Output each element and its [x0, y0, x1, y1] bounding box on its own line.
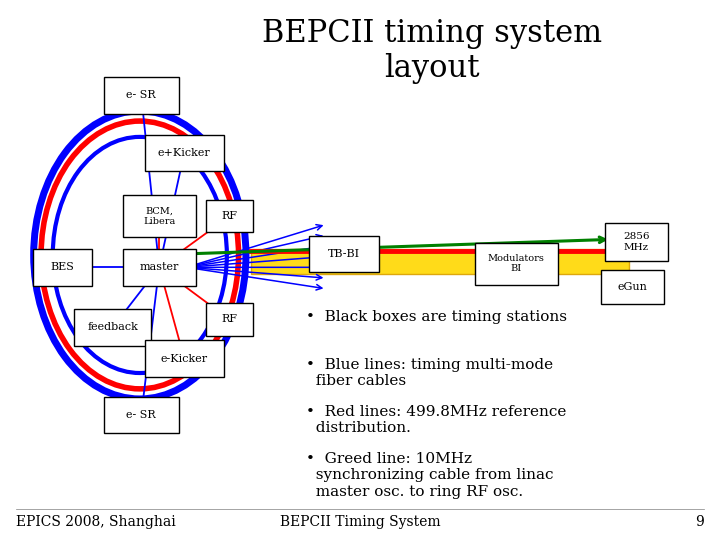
Text: eGun: eGun — [618, 282, 647, 292]
Text: BES: BES — [50, 262, 74, 272]
Text: •  Red lines: 499.8MHz reference
  distribution.: • Red lines: 499.8MHz reference distribu… — [306, 405, 567, 435]
Text: TB-BI: TB-BI — [328, 249, 360, 259]
FancyBboxPatch shape — [309, 235, 379, 272]
Text: BEPCII Timing System: BEPCII Timing System — [279, 515, 441, 529]
Text: EPICS 2008, Shanghai: EPICS 2008, Shanghai — [16, 515, 176, 529]
FancyBboxPatch shape — [475, 242, 557, 285]
Text: BEPCII timing system
layout: BEPCII timing system layout — [261, 17, 602, 84]
Text: e-Kicker: e-Kicker — [161, 354, 208, 363]
Text: •  Blue lines: timing multi-mode
  fiber cables: • Blue lines: timing multi-mode fiber ca… — [306, 357, 554, 388]
Text: RF: RF — [222, 211, 238, 221]
Text: 2856
MHz: 2856 MHz — [623, 232, 649, 252]
Text: e- SR: e- SR — [127, 90, 156, 100]
Text: Modulators
BI: Modulators BI — [488, 254, 545, 273]
Text: master: master — [140, 262, 179, 272]
FancyBboxPatch shape — [145, 134, 224, 171]
FancyBboxPatch shape — [206, 303, 253, 335]
FancyBboxPatch shape — [122, 249, 196, 286]
Text: RF: RF — [222, 314, 238, 325]
FancyBboxPatch shape — [605, 223, 667, 261]
FancyBboxPatch shape — [145, 340, 224, 377]
FancyBboxPatch shape — [74, 309, 151, 346]
FancyBboxPatch shape — [33, 249, 91, 286]
Text: e- SR: e- SR — [127, 410, 156, 420]
Text: feedback: feedback — [87, 322, 138, 333]
Text: •  Black boxes are timing stations: • Black boxes are timing stations — [306, 310, 567, 325]
FancyBboxPatch shape — [601, 270, 664, 305]
Text: •  Greed line: 10MHz
  synchronizing cable from linac
  master osc. to ring RF o: • Greed line: 10MHz synchronizing cable … — [306, 452, 554, 498]
FancyBboxPatch shape — [104, 397, 179, 433]
FancyBboxPatch shape — [206, 200, 253, 232]
Text: 9: 9 — [696, 515, 704, 529]
FancyBboxPatch shape — [122, 195, 196, 237]
Polygon shape — [251, 248, 629, 274]
Text: e+Kicker: e+Kicker — [158, 148, 211, 158]
FancyBboxPatch shape — [104, 77, 179, 113]
Text: BCM,
Libera: BCM, Libera — [143, 207, 175, 226]
